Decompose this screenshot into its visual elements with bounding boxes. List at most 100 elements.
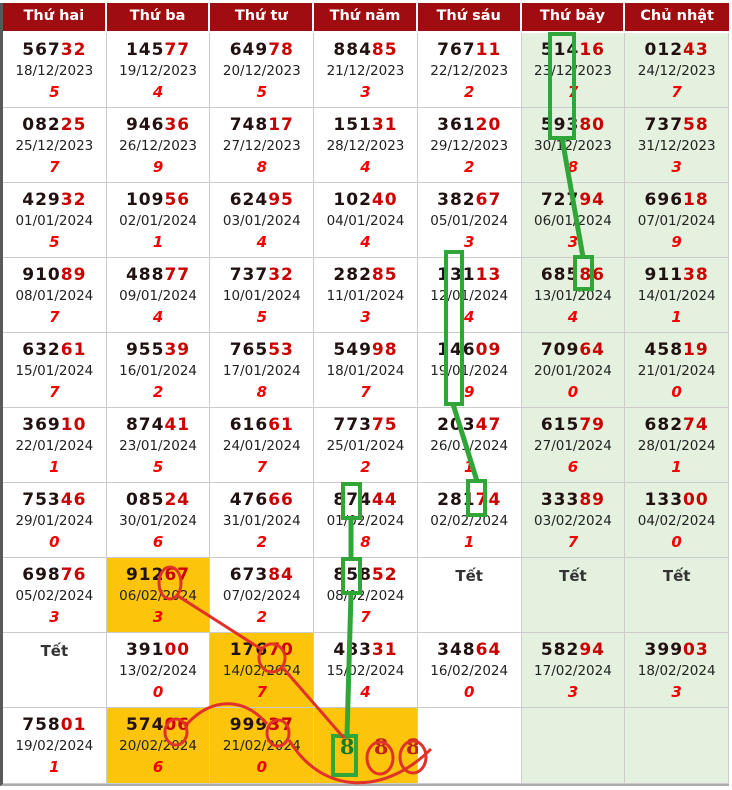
result-number: 77375 [333,415,398,435]
result-number: 38267 [437,190,502,210]
result-cell: 87444 01/02/2024 8 [314,483,418,558]
result-date: 15/02/2024 [326,663,405,679]
result-digit: 8 [567,158,579,176]
tet-label: Tết [40,642,69,660]
result-date: 02/02/2024 [430,513,509,529]
result-date: 16/02/2024 [430,663,509,679]
result-date: 24/01/2024 [222,438,301,454]
result-cell: 01243 24/12/2023 7 [625,33,729,108]
result-cell: 68274 28/01/2024 1 [625,408,729,483]
result-digit: 6 [567,458,579,476]
prediction-digit: 8 [373,734,389,759]
result-cell: 42932 01/01/2024 5 [3,183,107,258]
result-number: 42932 [22,190,87,210]
result-cell: 28174 02/02/2024 1 [417,483,522,558]
result-cell: 69876 05/02/2024 3 [3,558,107,633]
result-date: 28/01/2024 [637,438,716,454]
result-digit: 0 [463,683,475,701]
result-date: 26/01/2024 [430,438,509,454]
result-number: 13300 [644,490,709,510]
result-number: 99937 [229,715,294,735]
tet-label: Tết [455,567,483,585]
result-digit: 2 [463,83,475,101]
result-number: 28285 [333,265,398,285]
result-cell: 51416 23/12/2023 7 [521,33,626,108]
result-date: 30/12/2023 [534,138,612,154]
result-cell: 94636 26/12/2023 9 [106,108,211,183]
result-number: 68274 [644,415,709,435]
result-number: 14577 [125,40,191,60]
result-cell: 64978 20/12/2023 5 [210,33,315,108]
lottery-results-table: Thứ hai Thứ ba Thứ tư Thứ năm Thứ sáu Thứ bảy… [0,3,729,786]
result-number: 56732 [22,40,87,60]
result-date: 08/02/2024 [326,588,405,604]
result-date: 15/01/2024 [15,363,94,379]
result-date: 17/01/2024 [222,363,301,379]
result-digit: 0 [256,758,267,776]
result-date: 08/01/2024 [15,288,94,304]
result-number: 76711 [437,40,502,60]
result-cell: 91089 08/01/2024 7 [3,258,107,333]
result-digit: 5 [49,233,60,251]
result-digit: 2 [463,158,475,176]
result-number: 67384 [229,565,294,585]
tet-cell: Tết [625,558,729,633]
day-header: Thứ hai [3,3,107,33]
result-digit: 7 [49,383,60,401]
result-digit: 1 [49,458,60,476]
result-cell: 74817 27/12/2023 8 [210,108,315,183]
result-cell: 77375 25/01/2024 2 [314,408,418,483]
result-number: 58294 [540,640,605,660]
empty-cell [417,708,522,784]
result-date: 01/01/2024 [15,213,94,229]
result-date: 28/12/2023 [326,138,405,154]
result-date: 07/01/2024 [637,213,716,229]
result-digit: 7 [567,533,579,551]
result-digit: 7 [49,308,60,326]
result-date: 13/02/2024 [119,663,197,679]
result-number: 45819 [644,340,709,360]
result-cell: 08524 30/01/2024 6 [106,483,211,558]
result-digit: 4 [463,308,475,326]
result-date: 14/02/2024 [222,663,301,679]
result-date: 18/12/2023 [15,63,94,79]
result-number: 75346 [22,490,87,510]
result-cell: 68586 13/01/2024 4 [521,258,626,333]
result-digit: 9 [152,158,164,176]
result-cell: 54998 18/01/2024 7 [314,333,418,408]
result-date: 18/01/2024 [326,363,405,379]
result-date: 13/01/2024 [534,288,612,304]
result-cell: 57406 20/02/2024 6 [106,708,211,784]
results-grid: Thứ hai Thứ ba Thứ tư Thứ năm Thứ sáu Thứ bảy… [3,3,729,784]
result-cell: 70964 20/01/2024 0 [521,333,626,408]
result-digit: 7 [567,83,579,101]
result-cell: 76553 17/01/2024 8 [210,333,315,408]
result-cell: 73732 10/01/2024 5 [210,258,315,333]
result-number: 63261 [22,340,87,360]
result-cell: 15131 28/12/2023 4 [314,108,418,183]
result-digit: 4 [567,308,579,326]
result-cell: 75346 29/01/2024 0 [3,483,107,558]
result-date: 20/12/2023 [222,63,301,79]
result-digit: 8 [256,158,267,176]
result-date: 19/02/2024 [15,738,94,754]
result-date: 23/01/2024 [119,438,197,454]
result-number: 33389 [540,490,605,510]
result-digit: 2 [152,383,164,401]
result-cell: 59380 30/12/2023 8 [521,108,626,183]
result-cell: 36120 29/12/2023 2 [417,108,522,183]
result-number: 73758 [644,115,709,135]
result-cell: 95539 16/01/2024 2 [106,333,211,408]
result-number: 62495 [229,190,294,210]
result-cell: 63261 15/01/2024 7 [3,333,107,408]
result-number: 91089 [22,265,87,285]
result-number: 85852 [333,565,398,585]
result-date: 29/12/2023 [430,138,509,154]
result-number: 20347 [437,415,502,435]
result-date: 19/01/2024 [430,363,509,379]
result-number: 87444 [333,490,398,510]
result-digit: 3 [671,683,682,701]
result-number: 13113 [437,265,502,285]
result-number: 64978 [229,40,294,60]
result-number: 48877 [125,265,191,285]
